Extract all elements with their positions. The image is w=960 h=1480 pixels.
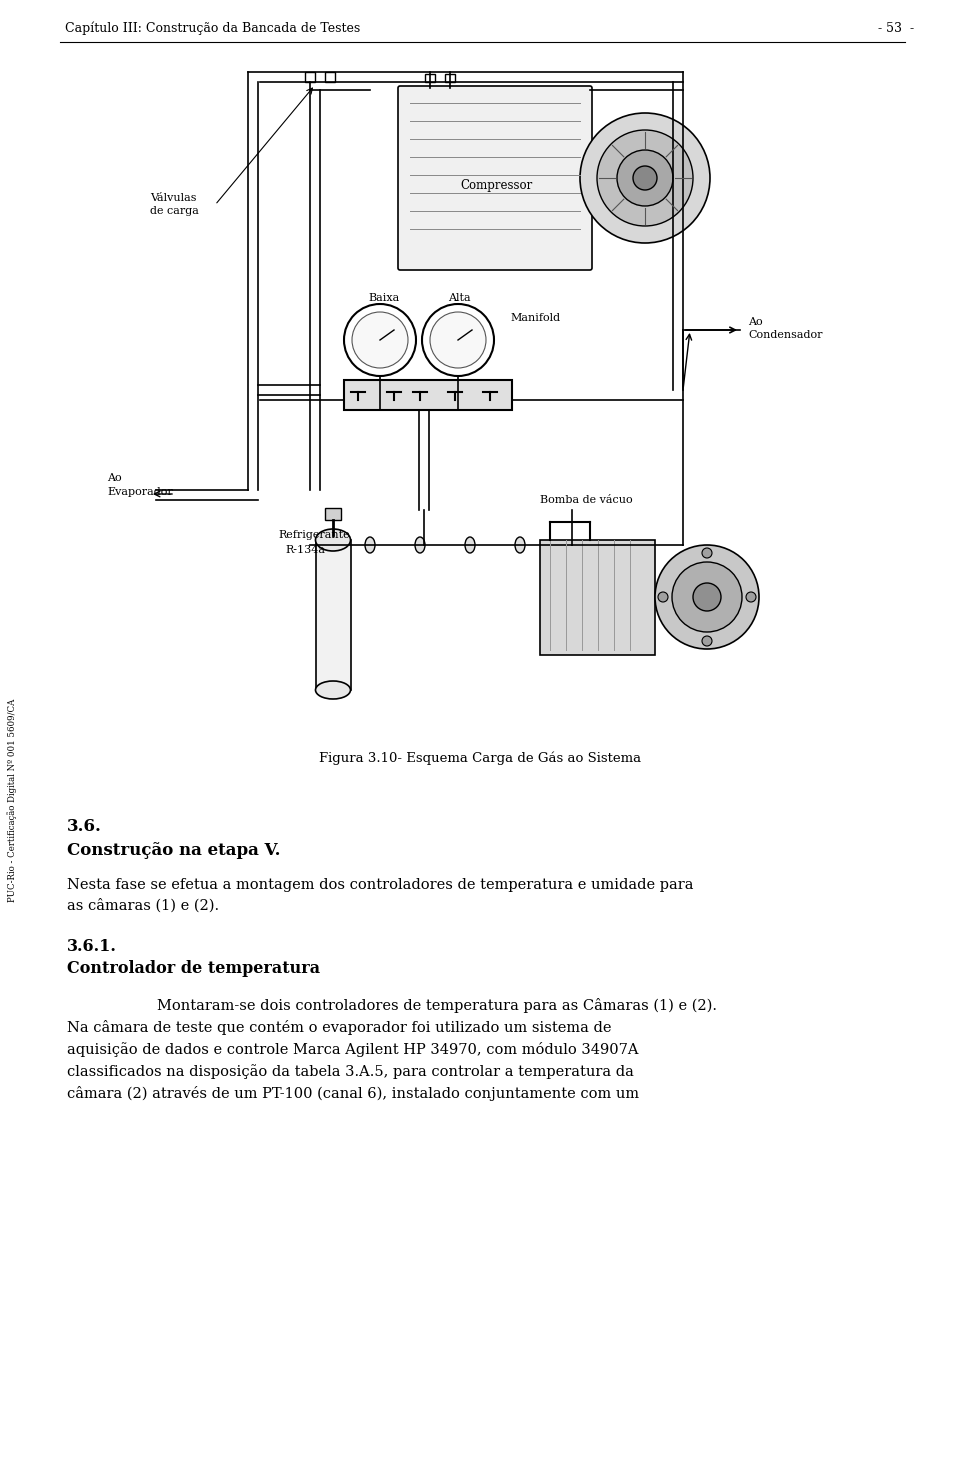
Bar — [540, 540, 655, 656]
Circle shape — [655, 545, 759, 650]
Bar — [445, 74, 455, 81]
Circle shape — [597, 130, 693, 226]
Ellipse shape — [316, 681, 350, 699]
Circle shape — [633, 166, 657, 189]
Circle shape — [746, 592, 756, 602]
Text: PUC-Rio - Certificação Digital Nº 001 5609/CA: PUC-Rio - Certificação Digital Nº 001 56… — [7, 699, 17, 901]
Circle shape — [702, 548, 712, 558]
Text: 3.6.: 3.6. — [67, 818, 102, 835]
Circle shape — [617, 149, 673, 206]
Circle shape — [430, 312, 486, 369]
Text: Alta: Alta — [448, 293, 470, 303]
Text: câmara (2) através de um PT-100 (canal 6), instalado conjuntamente com um: câmara (2) através de um PT-100 (canal 6… — [67, 1086, 639, 1101]
Text: de carga: de carga — [150, 206, 199, 216]
Text: Capítulo III: Construção da Bancada de Testes: Capítulo III: Construção da Bancada de T… — [65, 21, 360, 34]
Text: Compressor: Compressor — [460, 179, 532, 191]
Text: Figura 3.10- Esquema Carga de Gás ao Sistema: Figura 3.10- Esquema Carga de Gás ao Sis… — [319, 752, 641, 765]
Text: Nesta fase se efetua a montagem dos controladores de temperatura e umidade para: Nesta fase se efetua a montagem dos cont… — [67, 878, 693, 892]
Bar — [325, 508, 341, 519]
Circle shape — [702, 636, 712, 645]
Ellipse shape — [415, 537, 425, 554]
FancyBboxPatch shape — [398, 86, 592, 269]
Bar — [305, 73, 315, 81]
Text: Montaram-se dois controladores de temperatura para as Câmaras (1) e (2).: Montaram-se dois controladores de temper… — [120, 998, 717, 1012]
Text: Controlador de temperatura: Controlador de temperatura — [67, 961, 320, 977]
Text: Baixa: Baixa — [368, 293, 399, 303]
Text: as câmaras (1) e (2).: as câmaras (1) e (2). — [67, 898, 219, 912]
Bar — [425, 74, 435, 81]
Text: Condensador: Condensador — [748, 330, 823, 340]
Text: Ao: Ao — [748, 317, 762, 327]
Circle shape — [580, 112, 710, 243]
Text: Construção na etapa V.: Construção na etapa V. — [67, 842, 280, 858]
Ellipse shape — [316, 528, 350, 551]
Text: Manifold: Manifold — [510, 312, 560, 323]
Circle shape — [422, 303, 494, 376]
Text: 3.6.1.: 3.6.1. — [67, 938, 117, 955]
Text: Na câmara de teste que contém o evaporador foi utilizado um sistema de: Na câmara de teste que contém o evaporad… — [67, 1020, 612, 1035]
Text: Ao: Ao — [107, 474, 122, 482]
Circle shape — [693, 583, 721, 611]
Bar — [316, 540, 351, 690]
Ellipse shape — [515, 537, 525, 554]
Circle shape — [672, 562, 742, 632]
Bar — [344, 380, 512, 410]
Ellipse shape — [365, 537, 375, 554]
Text: Bomba de vácuo: Bomba de vácuo — [540, 494, 633, 505]
Text: R-134a: R-134a — [285, 545, 325, 555]
Text: Válvulas: Válvulas — [150, 192, 197, 203]
Text: Evaporador: Evaporador — [107, 487, 173, 497]
Text: Refrigerante: Refrigerante — [278, 530, 349, 540]
Circle shape — [658, 592, 668, 602]
Text: classificados na disposição da tabela 3.A.5, para controlar a temperatura da: classificados na disposição da tabela 3.… — [67, 1064, 634, 1079]
Ellipse shape — [465, 537, 475, 554]
Bar — [325, 73, 335, 81]
Circle shape — [344, 303, 416, 376]
Text: - 53  -: - 53 - — [878, 22, 914, 34]
Text: aquisição de dados e controle Marca Agilent HP 34970, com módulo 34907A: aquisição de dados e controle Marca Agil… — [67, 1042, 638, 1057]
Circle shape — [352, 312, 408, 369]
